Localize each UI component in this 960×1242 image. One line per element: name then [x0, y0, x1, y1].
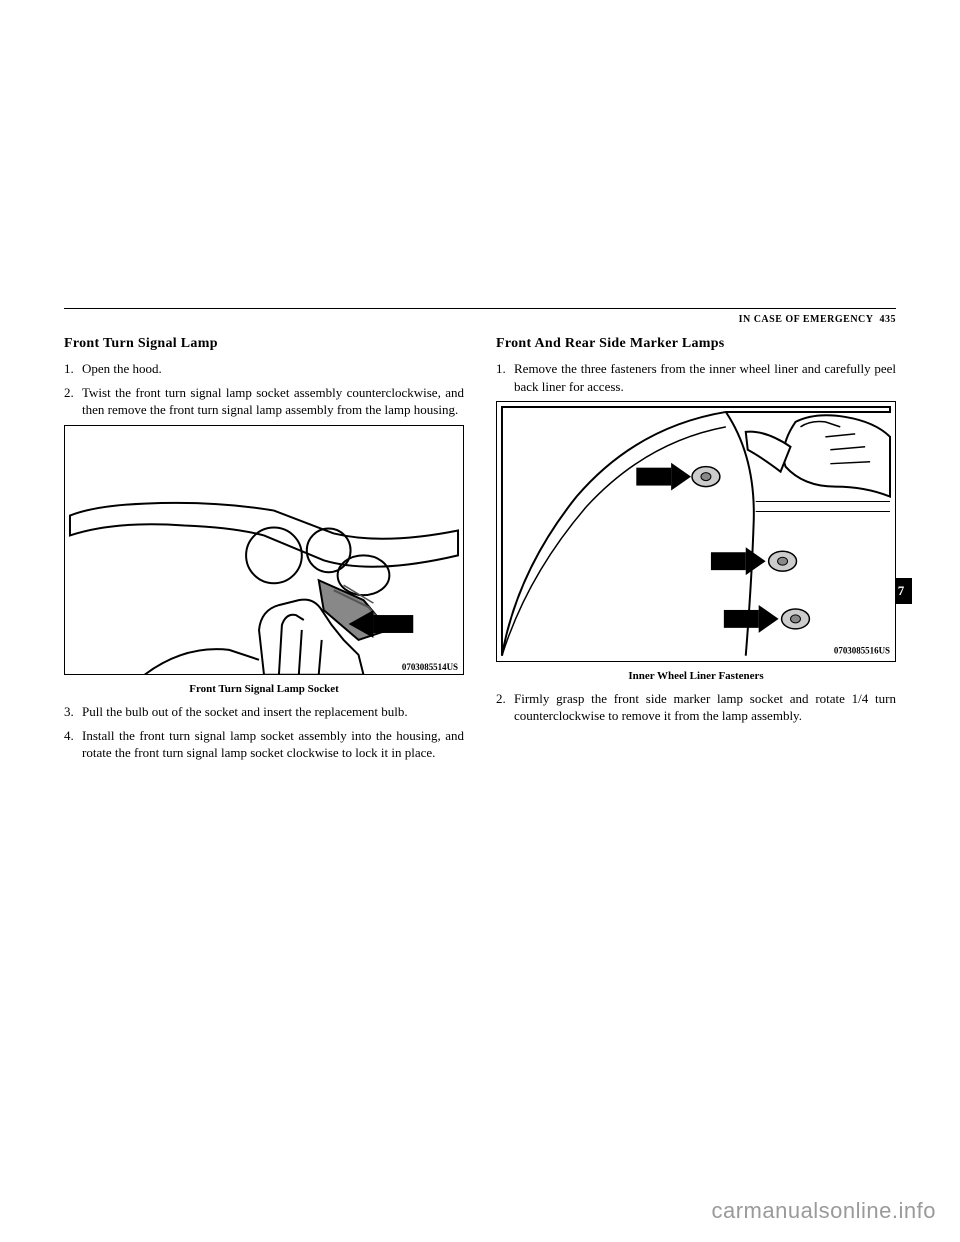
step-item: 2. Twist the front turn signal lamp sock…: [64, 384, 464, 419]
fastener-icon: [769, 551, 797, 571]
right-heading: Front And Rear Side Marker Lamps: [496, 336, 896, 352]
step-text: Remove the three fasteners from the inne…: [514, 360, 896, 395]
fastener-icon: [782, 609, 810, 629]
figure-right: 0703085516US: [496, 401, 896, 667]
figure-id-text: 0703085516US: [834, 646, 890, 656]
arrow-icon: [724, 605, 779, 633]
arrow-icon: [636, 463, 691, 491]
figure-left: 0703085514US: [64, 425, 464, 681]
fastener-icon: [692, 467, 720, 487]
figure-id-text: 0703085514US: [402, 661, 458, 671]
figure-left-svg: 0703085514US: [64, 425, 464, 676]
step-item: 4. Install the front turn signal lamp so…: [64, 727, 464, 762]
arrow-icon: [711, 547, 766, 575]
figure-right-caption: Inner Wheel Liner Fasteners: [496, 670, 896, 682]
figure-right-svg: 0703085516US: [496, 401, 896, 662]
step-item: 2. Firmly grasp the front side marker la…: [496, 690, 896, 725]
step-text: Install the front turn signal lamp socke…: [82, 727, 464, 762]
step-number: 4.: [64, 727, 82, 762]
step-item: 3. Pull the bulb out of the socket and i…: [64, 703, 464, 721]
step-text: Open the hood.: [82, 360, 464, 378]
step-number: 1.: [496, 360, 514, 395]
left-column: Front Turn Signal Lamp 1. Open the hood.…: [64, 308, 464, 768]
step-number: 1.: [64, 360, 82, 378]
figure-left-caption: Front Turn Signal Lamp Socket: [64, 683, 464, 695]
watermark: carmanualsonline.info: [711, 1198, 936, 1224]
step-number: 2.: [64, 384, 82, 419]
step-number: 3.: [64, 703, 82, 721]
step-text: Pull the bulb out of the socket and inse…: [82, 703, 464, 721]
step-item: 1. Open the hood.: [64, 360, 464, 378]
step-text: Twist the front turn signal lamp socket …: [82, 384, 464, 419]
step-text: Firmly grasp the front side marker lamp …: [514, 690, 896, 725]
left-heading: Front Turn Signal Lamp: [64, 336, 464, 352]
right-column: Front And Rear Side Marker Lamps 1. Remo…: [496, 308, 896, 768]
step-number: 2.: [496, 690, 514, 725]
step-item: 1. Remove the three fasteners from the i…: [496, 360, 896, 395]
page-container: Front Turn Signal Lamp 1. Open the hood.…: [0, 0, 960, 768]
